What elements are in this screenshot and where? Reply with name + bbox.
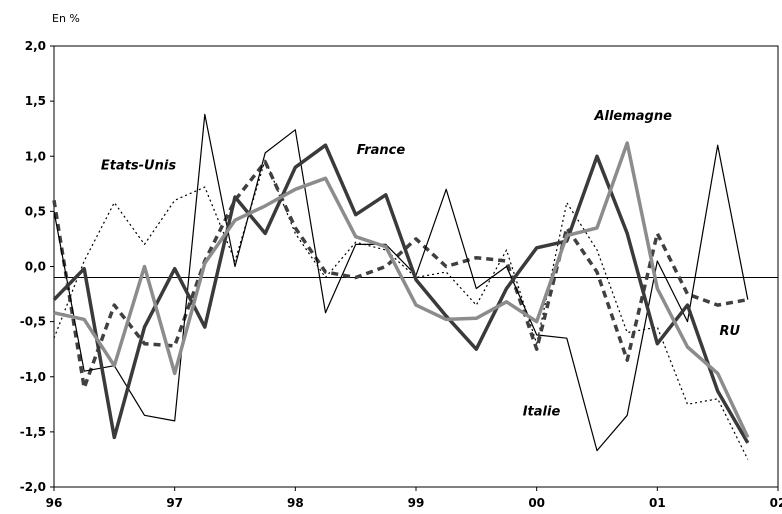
x-tick-label: 97 [166,496,183,510]
y-tick-label: 2,0 [25,39,46,53]
y-tick-label: 0,0 [25,260,46,274]
series-label-italie: Italie [523,404,561,419]
series-label-ru: RU [719,324,740,339]
series-line-france [52,143,750,444]
y-unit-label: En % [52,12,80,25]
x-tick-label: 00 [528,496,545,510]
x-tick-label: 96 [46,496,63,510]
y-tick-label: -1,5 [20,425,46,439]
series-label-etats-unis: Etats-Unis [101,158,176,173]
series-labels: Etats-Unis France Allemagne RU Italie [101,109,741,419]
series-line-ru [52,160,749,390]
y-tick-label: -1,0 [20,370,46,384]
series-label-allemagne: Allemagne [593,109,672,124]
y-tick-label: 0,5 [25,204,46,218]
series-line-italie [53,113,749,452]
x-tick-label: 99 [408,496,425,510]
chart-axes: 2,0 1,5 1,0 0,5 0,0 -0,5 -1,0 -1,5 -2,096 97 98 99 0… [20,39,782,510]
y-tick-label: 1,0 [25,149,46,163]
y-tick-label: -0,5 [20,315,46,329]
series-lines [52,113,750,460]
y-tick-label: 1,5 [25,94,46,108]
x-tick-label: 01 [649,496,666,510]
series-line-allemagne [53,141,750,439]
series-label-france: France [357,143,406,158]
x-tick-label: 02 [770,496,782,510]
x-tick-label: 98 [287,496,304,510]
y-tick-label: -2,0 [20,480,46,494]
